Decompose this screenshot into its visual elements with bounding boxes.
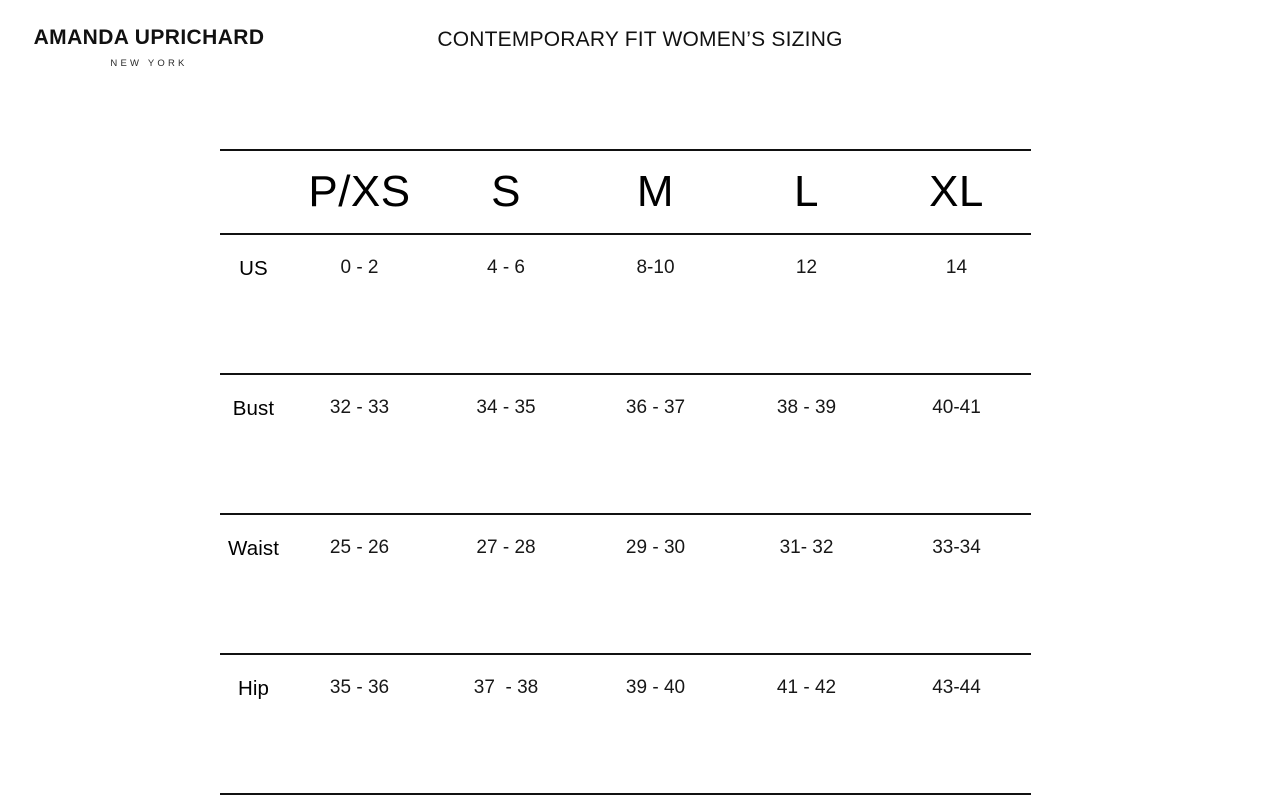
cell-bust-l: 38 - 39 xyxy=(731,374,882,515)
column-header-pxs: P/XS xyxy=(287,149,432,235)
cell-waist-s: 27 - 28 xyxy=(432,514,580,655)
row-label-us: US xyxy=(220,234,287,375)
table-header-row: P/XS S M L XL xyxy=(220,149,1031,235)
brand-location: NEW YORK xyxy=(110,58,188,70)
cell-bust-pxs: 32 - 33 xyxy=(287,374,432,515)
cell-us-xl: 14 xyxy=(882,234,1031,375)
cell-us-s: 4 - 6 xyxy=(432,234,580,375)
brand-lockup: AMANDA UPRICHARD NEW YORK xyxy=(24,26,274,70)
cell-waist-pxs: 25 - 26 xyxy=(287,514,432,655)
table-row: Bust 32 - 33 34 - 35 36 - 37 38 - 39 40-… xyxy=(220,374,1031,515)
row-label-waist: Waist xyxy=(220,514,287,655)
cell-hip-xl: 43-44 xyxy=(882,654,1031,795)
cell-hip-pxs: 35 - 36 xyxy=(287,654,432,795)
cell-us-m: 8-10 xyxy=(580,234,731,375)
row-label-hip: Hip xyxy=(220,654,287,795)
cell-waist-m: 29 - 30 xyxy=(580,514,731,655)
cell-hip-l: 41 - 42 xyxy=(731,654,882,795)
brand-name: AMANDA UPRICHARD xyxy=(33,26,265,49)
page-title: CONTEMPORARY FIT WOMEN’S SIZING xyxy=(437,28,843,51)
column-header-s: S xyxy=(432,149,580,235)
cell-bust-m: 36 - 37 xyxy=(580,374,731,515)
cell-bust-xl: 40-41 xyxy=(882,374,1031,515)
header-corner xyxy=(220,149,287,235)
column-header-l: L xyxy=(731,149,882,235)
cell-waist-l: 31- 32 xyxy=(731,514,882,655)
cell-hip-m: 39 - 40 xyxy=(580,654,731,795)
column-header-m: M xyxy=(580,149,731,235)
cell-us-pxs: 0 - 2 xyxy=(287,234,432,375)
table-row: Waist 25 - 26 27 - 28 29 - 30 31- 32 33-… xyxy=(220,514,1031,655)
table-row: US 0 - 2 4 - 6 8-10 12 14 xyxy=(220,234,1031,375)
cell-us-l: 12 xyxy=(731,234,882,375)
cell-bust-s: 34 - 35 xyxy=(432,374,580,515)
cell-waist-xl: 33-34 xyxy=(882,514,1031,655)
column-header-xl: XL xyxy=(882,149,1031,235)
size-chart-table: P/XS S M L XL US 0 - 2 4 - 6 8-10 12 14 … xyxy=(220,149,1031,795)
table-row: Hip 35 - 36 37 - 38 39 - 40 41 - 42 43-4… xyxy=(220,654,1031,795)
cell-hip-s: 37 - 38 xyxy=(432,654,580,795)
row-label-bust: Bust xyxy=(220,374,287,515)
